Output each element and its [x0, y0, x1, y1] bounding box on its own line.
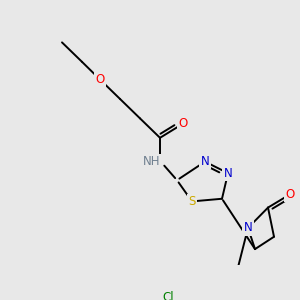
Text: O: O [178, 117, 188, 130]
Text: O: O [285, 188, 295, 201]
Text: O: O [95, 73, 105, 86]
Text: S: S [188, 195, 196, 208]
Text: N: N [244, 221, 252, 234]
Text: N: N [201, 155, 209, 168]
Text: Cl: Cl [162, 291, 174, 300]
Text: N: N [224, 167, 232, 180]
Text: NH: NH [143, 155, 161, 168]
